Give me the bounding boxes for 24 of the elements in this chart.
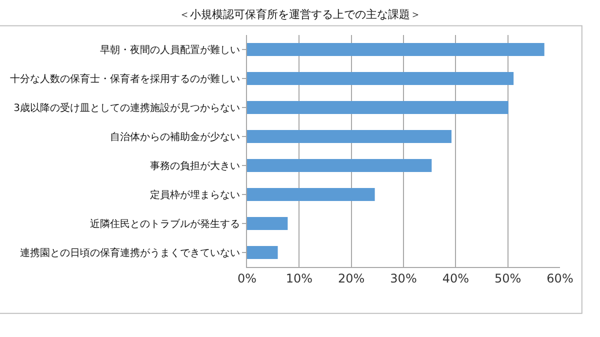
x-tick-label: 40% (442, 271, 470, 286)
y-tick-label: 3歳以降の受け皿としての連携施設が見つからない (14, 102, 240, 114)
bar (247, 246, 278, 260)
y-tick-label: 十分な人数の保育士・保育者を採用するのが難しい (10, 73, 240, 85)
bar (247, 72, 514, 86)
x-tick-label: 60% (546, 271, 574, 286)
bar (247, 42, 544, 56)
y-tick-label: 事務の負担が大きい (150, 160, 240, 172)
bar (247, 100, 508, 114)
y-tick-label: 自治体からの補助金が少ない (110, 131, 240, 143)
y-tick-label: 定員枠が埋まらない (150, 189, 240, 201)
chart-title: ＜小規模認可保育所を運営する上での主な課題＞ (179, 8, 421, 21)
y-tick-label: 早朝・夜間の人員配置が難しい (100, 44, 240, 56)
x-tick-label: 30% (390, 271, 417, 286)
x-tick-label: 50% (494, 271, 522, 286)
y-tick-label: 連携園との日頃の保育連携がうまくできていない (20, 247, 240, 259)
x-tick-label: 20% (338, 271, 365, 286)
bar (247, 130, 452, 144)
bar (247, 158, 432, 172)
x-tick-label: 10% (286, 271, 313, 286)
y-tick-label: 近隣住民とのトラブルが発生する (90, 218, 240, 230)
bar (247, 188, 375, 202)
bar (247, 216, 288, 230)
x-tick-label: 0% (237, 271, 257, 286)
